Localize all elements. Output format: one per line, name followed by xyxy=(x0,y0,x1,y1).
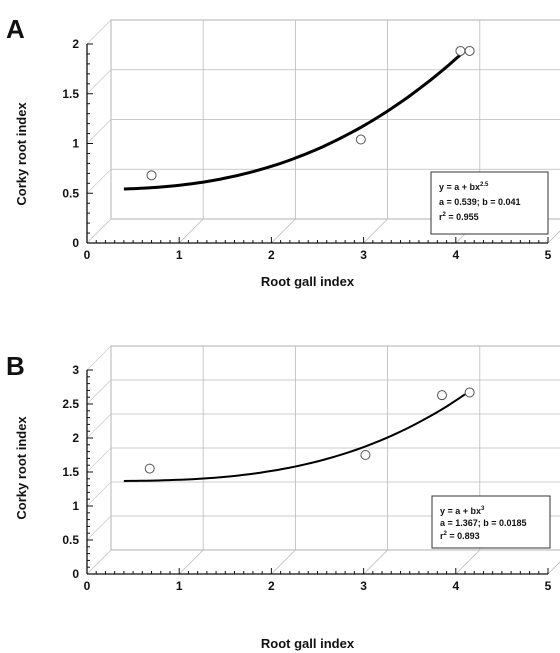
x-axis-title: Root gall index xyxy=(261,636,355,651)
data-point xyxy=(144,463,155,474)
x-tick-label: 5 xyxy=(545,579,552,593)
y-axis-title: Corky root index xyxy=(14,102,29,206)
y-tick-label: 1.5 xyxy=(62,87,79,101)
x-tick-label: 4 xyxy=(452,579,459,593)
y-tick-label: 2.5 xyxy=(62,397,79,411)
data-point xyxy=(455,45,466,56)
x-axis-title: Root gall index xyxy=(261,274,355,289)
y-tick-label: 0.5 xyxy=(62,186,79,200)
x-tick-label: 5 xyxy=(545,248,552,262)
x-tick-label: 3 xyxy=(360,579,367,593)
data-point xyxy=(355,134,366,145)
panel-letter: A xyxy=(6,14,25,44)
equation-line-1: y = a + bx3 xyxy=(440,506,485,516)
y-tick-label: 0 xyxy=(72,567,79,581)
equation-line-1-sup: 2.5 xyxy=(480,182,489,188)
side-grid-line xyxy=(86,19,112,45)
floor-grid-line xyxy=(363,549,388,575)
panel-letter: B xyxy=(6,351,25,381)
y-tick-label: 3 xyxy=(72,363,79,377)
y-axis-title: Corky root index xyxy=(14,416,29,520)
equation-box: y = a + bx3 a = 1.367; b = 0.0185 r2 = 0.8… xyxy=(431,495,551,549)
y-tick-label: 1 xyxy=(72,499,79,513)
chart-panel-a: 0 1 2 3 4 5 0 0.5 1 1.5 2 y = a + bx2.5 a = 0.539; b… xyxy=(6,14,560,289)
floor-grid-line xyxy=(547,561,560,575)
side-grid-line xyxy=(86,447,112,473)
y-tick-label: 2 xyxy=(72,431,79,445)
y-tick-label: 0.5 xyxy=(62,533,79,547)
y-tick-label: 1 xyxy=(72,137,79,151)
data-point xyxy=(464,387,475,398)
side-grid-line xyxy=(86,481,112,507)
floor-grid-line xyxy=(178,549,204,575)
floor-grid-line xyxy=(178,218,204,244)
side-grid-line xyxy=(86,168,112,194)
equation-line-3-prefix: r xyxy=(439,212,443,222)
floor-grid-line xyxy=(271,218,296,244)
x-tick-label: 2 xyxy=(268,579,275,593)
side-grid-line xyxy=(86,379,112,405)
equation-line-1-sup: 3 xyxy=(481,506,485,512)
side-grid-line xyxy=(86,549,112,575)
equation-line-2: a = 0.539; b = 0.041 xyxy=(439,197,521,207)
side-grid-line xyxy=(86,515,112,541)
x-tick-label: 3 xyxy=(360,248,367,262)
x-tick-label: 0 xyxy=(84,248,91,262)
equation-line-3: r2 = 0.955 xyxy=(439,212,479,222)
equation-line-1: y = a + bx2.5 xyxy=(439,182,489,192)
x-tick-label: 4 xyxy=(452,248,459,262)
x-tick-label: 0 xyxy=(84,579,91,593)
x-tick-label: 1 xyxy=(176,248,183,262)
equation-frame xyxy=(430,171,549,235)
x-tick-label: 1 xyxy=(176,579,183,593)
y-tick-label: 1.5 xyxy=(62,465,79,479)
floor-grid-line xyxy=(455,549,481,575)
equation-line-3-suffix: = 0.893 xyxy=(447,531,480,541)
y-tick-label: 2 xyxy=(72,37,79,51)
floor-grid-line xyxy=(547,230,560,244)
y-tick-label: 0 xyxy=(72,236,79,250)
equation-line-3-sup: 2 xyxy=(444,531,448,537)
equation-frame xyxy=(431,495,551,549)
equation-box: y = a + bx2.5 a = 0.539; b = 0.041 r2 = 0.… xyxy=(430,171,549,235)
side-grid-line xyxy=(86,69,112,95)
equation-line-2: a = 1.367; b = 0.0185 xyxy=(440,518,527,528)
data-point xyxy=(464,45,475,56)
equation-line-3: r2 = 0.893 xyxy=(440,531,480,541)
equation-line-3-sup: 2 xyxy=(443,212,447,218)
side-grid-line xyxy=(86,119,112,144)
data-point xyxy=(360,450,371,460)
equation-line-3-prefix: r xyxy=(440,531,444,541)
data-point xyxy=(146,170,157,181)
equation-line-3-suffix: = 0.955 xyxy=(446,212,479,222)
floor-grid-line xyxy=(363,218,388,244)
side-grid-line xyxy=(86,345,112,371)
floor-grid-line xyxy=(271,549,296,575)
equation-line-1-prefix: y = a + bx xyxy=(440,506,481,516)
x-tick-label: 2 xyxy=(268,248,275,262)
data-point xyxy=(436,390,447,401)
fit-curve xyxy=(123,393,466,482)
equation-line-1-prefix: y = a + bx xyxy=(439,182,480,192)
fit-curve xyxy=(123,49,467,191)
side-grid-line xyxy=(86,218,112,244)
side-grid-line xyxy=(86,413,112,439)
